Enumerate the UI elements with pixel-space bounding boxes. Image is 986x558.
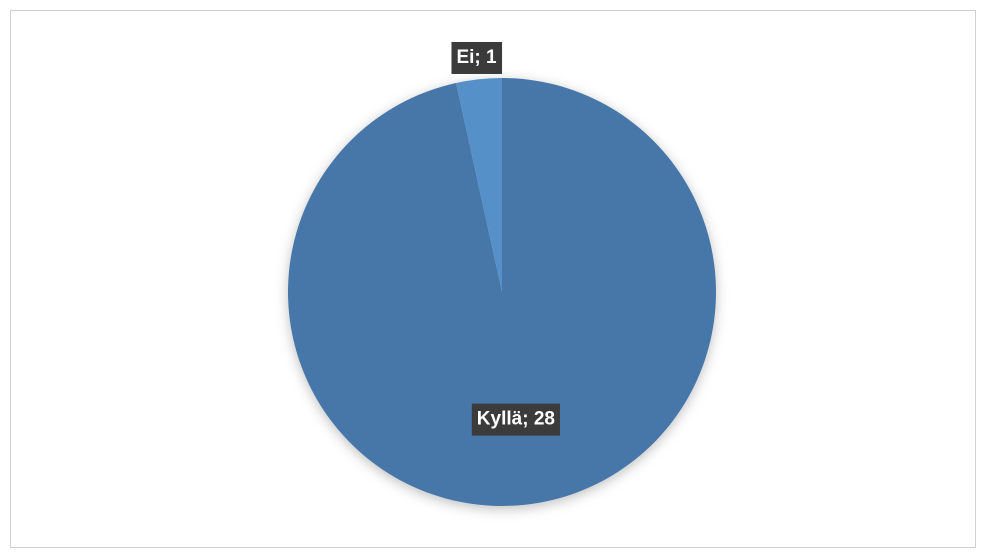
data-label-box — [451, 41, 503, 74]
data-label: Kyllä; 28 — [477, 409, 555, 430]
data-label-box — [471, 403, 560, 436]
pie-slice — [455, 78, 502, 292]
data-label: Ei; 1 — [456, 47, 497, 68]
pie — [288, 78, 716, 507]
labels: Kyllä; 28 Ei; 1 — [451, 41, 560, 436]
